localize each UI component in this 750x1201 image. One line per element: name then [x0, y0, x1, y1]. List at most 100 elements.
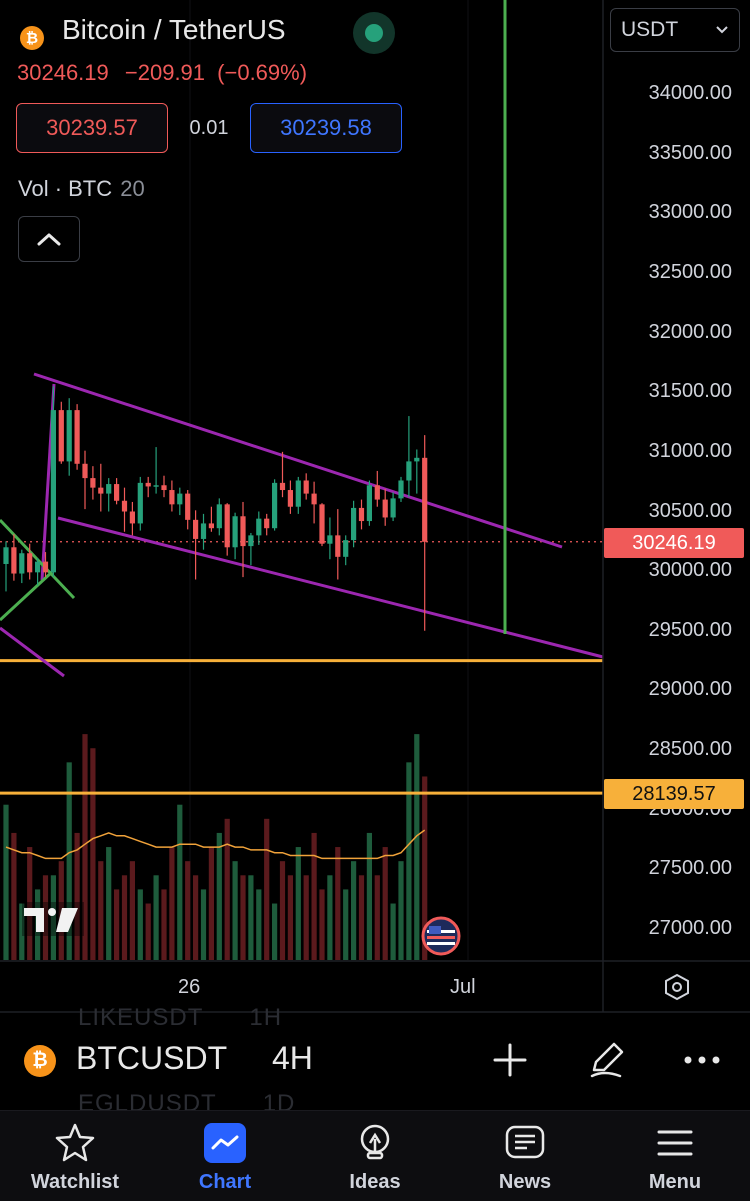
candle-body: [74, 410, 80, 464]
candle-body: [287, 490, 293, 507]
candle-body: [374, 485, 380, 500]
volume-bar: [19, 903, 25, 960]
volume-bar: [27, 847, 33, 960]
nav-ideas[interactable]: Ideas: [300, 1111, 450, 1201]
candle-body: [161, 485, 167, 491]
volume-bar: [240, 875, 246, 960]
last-price-tag: 30246.19: [604, 528, 744, 558]
price-axis-label: 30500.00: [648, 499, 732, 522]
price-axis-label: 29000.00: [648, 678, 732, 701]
volume-legend[interactable]: Vol · BTC 20: [18, 176, 145, 202]
volume-label: Vol · BTC: [18, 176, 113, 201]
candle-body: [319, 504, 325, 544]
volume-bar: [358, 875, 365, 960]
time-axis-label-26: 26: [178, 976, 201, 998]
volume-bar: [177, 804, 183, 960]
plus-icon[interactable]: [490, 1040, 530, 1080]
currency-select[interactable]: USDT: [610, 8, 740, 52]
volume-bar: [145, 903, 151, 960]
volume-bar: [216, 832, 222, 960]
candle-body: [279, 482, 286, 491]
symbol-search-button[interactable]: BTCUSDT: [76, 1040, 228, 1076]
volume-bar: [153, 875, 159, 960]
pencil-icon[interactable]: [586, 1040, 626, 1080]
chart-icon: [204, 1123, 246, 1163]
nav-watchlist[interactable]: Watchlist: [0, 1111, 150, 1201]
volume-bar: [193, 875, 199, 960]
channel-lower-line: [57, 516, 604, 659]
volume-bar: [406, 762, 412, 960]
candle-body: [256, 518, 262, 536]
volume-bar: [121, 875, 128, 960]
nav-label-ideas: Ideas: [349, 1171, 401, 1193]
volume-bar: [366, 832, 372, 960]
more-icon[interactable]: [682, 1040, 722, 1080]
volume-bar: [106, 847, 112, 960]
price-axis-label: 31500.00: [648, 380, 732, 403]
candle-body: [90, 478, 96, 488]
pair-title[interactable]: Bitcoin / TetherUS: [62, 14, 286, 45]
volume-bar: [208, 847, 214, 960]
volume-bar: [303, 875, 309, 960]
candle-body: [366, 485, 372, 522]
price-axis-label: 30000.00: [648, 559, 732, 582]
buy-button[interactable]: 30239.58: [250, 103, 402, 153]
volume-bar: [137, 889, 143, 960]
news-icon: [505, 1125, 545, 1159]
candle-body: [264, 518, 270, 529]
candle-body: [50, 410, 56, 573]
volume-bar: [422, 776, 428, 960]
chevron-down-icon: [716, 26, 728, 34]
candle-body: [121, 500, 128, 512]
candle-body: [224, 504, 230, 548]
volume-bar: [398, 861, 404, 960]
volume-bar: [414, 734, 420, 960]
volume-bar: [272, 903, 278, 960]
candle-body: [193, 519, 199, 539]
candle-body: [129, 511, 135, 524]
candle-body: [351, 507, 357, 541]
time-axis-label-jul: Jul: [450, 976, 476, 998]
price-axis-label: 28500.00: [648, 738, 732, 761]
chart-axes: [0, 0, 750, 1013]
nav-chart[interactable]: Chart: [150, 1111, 300, 1201]
collapse-legend-button[interactable]: [18, 216, 80, 262]
volume-bar: [374, 875, 380, 960]
candle-body: [82, 463, 88, 479]
nav-menu[interactable]: Menu: [600, 1111, 750, 1201]
nav-news[interactable]: News: [450, 1111, 600, 1201]
candle-body: [327, 535, 333, 544]
candle-body: [35, 561, 41, 573]
volume-bar: [50, 875, 56, 960]
lightbulb-icon: [360, 1124, 390, 1160]
candle-body: [335, 535, 341, 557]
candle-body: [200, 523, 207, 539]
candle-body: [98, 487, 104, 494]
candle-body: [19, 553, 25, 574]
price-axis-label: 32000.00: [648, 320, 732, 343]
volume-bar: [382, 847, 388, 960]
sell-button[interactable]: 30239.57: [16, 103, 168, 153]
nav-label-menu: Menu: [648, 1171, 702, 1193]
volume-bar: [58, 861, 64, 960]
candle-body: [422, 457, 428, 542]
candle-body: [382, 499, 388, 518]
candle-body: [145, 482, 151, 487]
candle-body: [42, 561, 49, 573]
candle-body: [208, 523, 214, 529]
volume-bar: [74, 832, 80, 960]
candle-body: [106, 484, 112, 494]
spread-value: 0.01: [189, 116, 229, 139]
price-axis-label: 33000.00: [648, 201, 732, 224]
green-trend-line: [0, 570, 54, 622]
market-status-indicator[interactable]: [353, 12, 395, 54]
timeframe-button[interactable]: 4H: [272, 1040, 313, 1076]
volume-bar: [295, 847, 301, 960]
horizontal-level-tag[interactable]: 28139.57: [604, 779, 744, 809]
price-axis-label: 33500.00: [648, 141, 732, 164]
candle-body: [414, 457, 420, 462]
us-flag-event-icon[interactable]: [421, 916, 461, 956]
volume-bar: [256, 889, 262, 960]
chart-settings-icon[interactable]: [662, 972, 692, 1002]
